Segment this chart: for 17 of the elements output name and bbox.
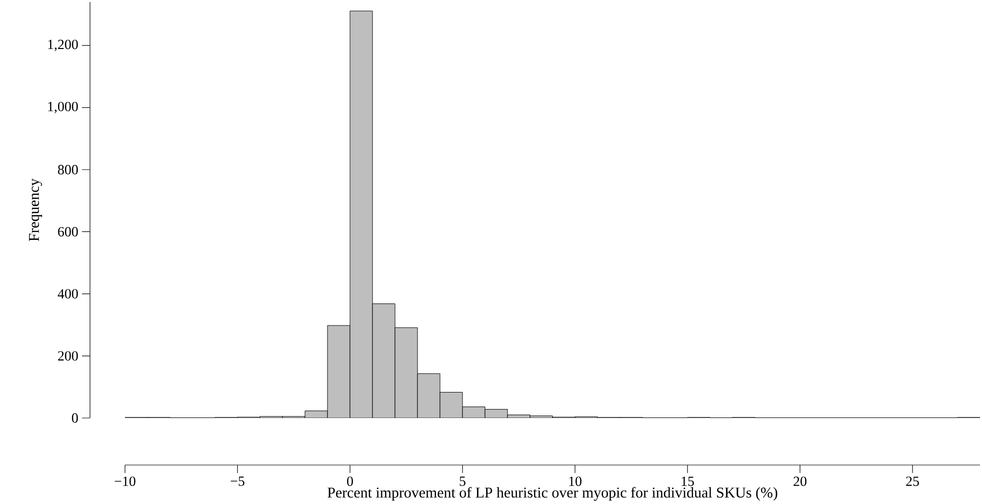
x-tick-label: 15 xyxy=(682,476,694,486)
y-tick-label: 600 xyxy=(58,227,78,236)
y-tick-label: 0 xyxy=(72,413,78,423)
x-tick-label: 5 xyxy=(460,476,466,486)
y-axis-title: Frequency xyxy=(29,178,42,242)
x-tick-label: 0 xyxy=(347,476,353,486)
x-tick-label: 25 xyxy=(906,476,919,486)
x-tick-label: −5 xyxy=(230,476,244,486)
y-tick-label: 400 xyxy=(58,289,78,299)
y-tick-label: 200 xyxy=(58,351,78,361)
y-tick-label: 1,200 xyxy=(48,40,78,52)
y-tick-label: 1,000 xyxy=(48,102,78,114)
x-tick-label: 10 xyxy=(569,476,582,486)
y-tick-label: 800 xyxy=(58,164,78,174)
x-tick-label: −10 xyxy=(114,476,136,486)
x-tick-label: 20 xyxy=(794,476,806,486)
x-axis-title: Percent improvement of LP heuristic over myopic for individual SKUs (%) xyxy=(328,486,778,501)
